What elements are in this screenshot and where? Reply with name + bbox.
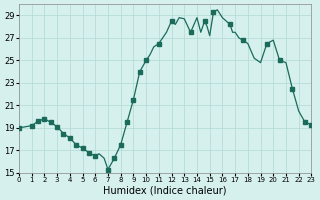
X-axis label: Humidex (Indice chaleur): Humidex (Indice chaleur) (103, 186, 227, 196)
